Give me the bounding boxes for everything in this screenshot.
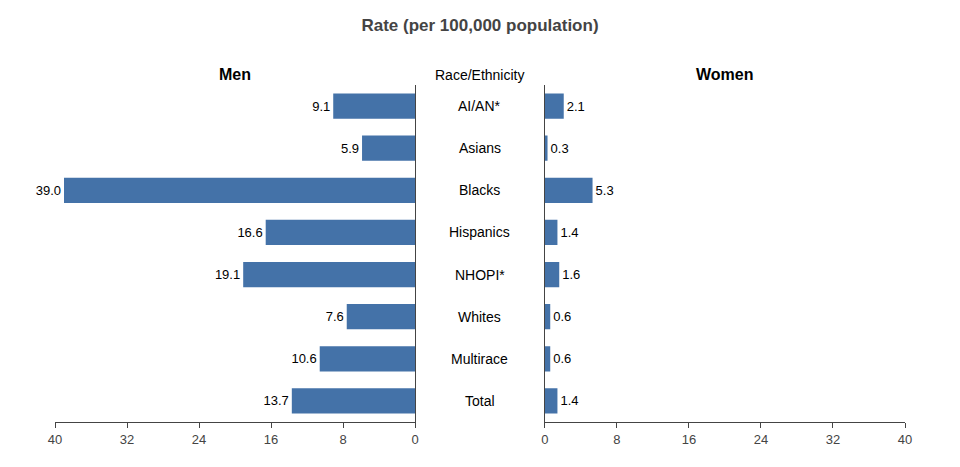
svg-text:40: 40 <box>898 432 912 447</box>
svg-text:Rate (per 100,000 population): Rate (per 100,000 population) <box>361 16 598 35</box>
svg-text:AI/AN*: AI/AN* <box>458 98 501 114</box>
svg-text:32: 32 <box>120 432 134 447</box>
svg-text:Blacks: Blacks <box>459 182 500 198</box>
svg-text:16.6: 16.6 <box>237 225 262 240</box>
svg-text:NHOPI*: NHOPI* <box>455 267 505 283</box>
svg-text:Whites: Whites <box>458 309 501 325</box>
svg-text:10.6: 10.6 <box>291 351 316 366</box>
svg-text:0: 0 <box>412 432 419 447</box>
svg-text:8: 8 <box>613 432 620 447</box>
svg-text:Women: Women <box>696 66 753 83</box>
svg-text:1.4: 1.4 <box>560 225 578 240</box>
svg-text:40: 40 <box>48 432 62 447</box>
svg-text:5.9: 5.9 <box>341 141 359 156</box>
svg-text:8: 8 <box>340 432 347 447</box>
svg-text:0.6: 0.6 <box>553 309 571 324</box>
svg-text:Total: Total <box>465 393 495 409</box>
svg-text:24: 24 <box>192 432 206 447</box>
svg-text:1.6: 1.6 <box>562 267 580 282</box>
svg-text:0.6: 0.6 <box>553 351 571 366</box>
svg-text:2.1: 2.1 <box>567 99 585 114</box>
svg-text:13.7: 13.7 <box>263 393 288 408</box>
svg-text:5.3: 5.3 <box>596 183 614 198</box>
svg-text:Men: Men <box>219 66 251 83</box>
svg-text:16: 16 <box>682 432 696 447</box>
svg-text:39.0: 39.0 <box>36 183 61 198</box>
svg-text:9.1: 9.1 <box>312 99 330 114</box>
svg-text:Hispanics: Hispanics <box>449 224 510 240</box>
svg-text:0: 0 <box>541 432 548 447</box>
svg-text:Asians: Asians <box>459 140 501 156</box>
svg-text:32: 32 <box>826 432 840 447</box>
svg-text:19.1: 19.1 <box>215 267 240 282</box>
svg-text:0.3: 0.3 <box>551 141 569 156</box>
svg-text:1.4: 1.4 <box>560 393 578 408</box>
svg-text:Multirace: Multirace <box>451 351 508 367</box>
svg-text:Race/Ethnicity: Race/Ethnicity <box>435 67 524 83</box>
svg-text:16: 16 <box>264 432 278 447</box>
svg-text:7.6: 7.6 <box>326 309 344 324</box>
svg-text:24: 24 <box>754 432 768 447</box>
